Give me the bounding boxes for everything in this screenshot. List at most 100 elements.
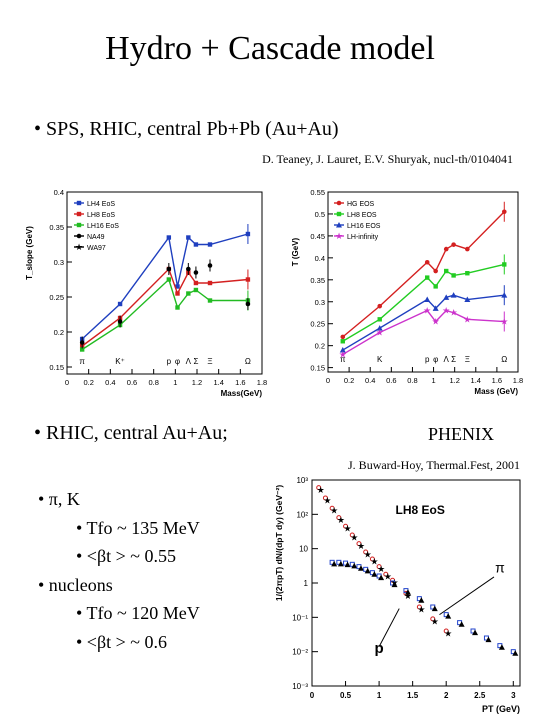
proton-data-point [351,562,358,569]
series-line [342,263,505,342]
series-point: ★ [376,327,384,337]
particle-label: K [377,355,383,364]
legend-marker [76,233,82,239]
data-point [245,301,251,307]
pion-data-point: ★ [404,591,412,601]
plot-title: LH8 EoS [395,503,444,517]
legend-marker [336,222,342,228]
legend-label: LH-infinity [347,234,379,241]
y-axis-label: T_slope (GeV) [25,226,34,280]
data-point [166,266,172,272]
data-point [193,270,199,275]
x-tick-label: 0 [326,376,330,385]
pion-model-point [369,556,375,562]
proton-data-point [391,581,398,588]
x-tick-label: 0.5 [340,691,352,700]
particle-label: Ξ [465,355,470,364]
x-tick-label: 1.2 [449,376,459,385]
reference-burward-hoy: J. Buward-Hoy, Thermal.Fest, 2001 [348,458,520,472]
list-item-nuc-tfo: • Tfo ~ 120 MeV [76,603,200,623]
series-point [465,271,470,276]
y-tick-label: 10⁻² [292,648,308,657]
x-tick-label: 1.2 [192,378,202,387]
plot-frame [66,191,263,375]
y-tick-label: 10⁻³ [292,682,308,691]
proton-data-point [337,560,344,567]
pion-data-point: ★ [417,604,425,614]
list-item-pi-k: • π, K [38,489,80,509]
x-tick-label: 1.8 [513,376,523,385]
series-point: ★ [442,306,450,316]
legend-label: NA49 [87,234,105,241]
particle-label: π [340,355,346,364]
y-tick-label: 0.25 [310,320,325,329]
particle-label: Σ [193,357,198,366]
proton-data-point [364,567,371,574]
series-point [340,339,345,344]
pion-model-point [390,577,396,583]
particle-label: Ω [245,357,251,366]
data-point [79,340,85,345]
y-tick-label: 0.55 [310,188,325,197]
pt-spectra-plot: 0 0.5 1 1.5 2 2.5 3 10⁻³ 10⁻² 10⁻¹ 1 10 10² 10³ PT (Ge… [274,476,521,714]
series-point [376,325,383,331]
temperature-vs-mass-plot: 0 0.2 0.4 0.6 0.8 1 1.2 1.4 1.6 1.8 0.15 0.2 0.25 0.3… [291,188,523,396]
pion-model-point [376,564,382,570]
series-point [175,291,180,296]
proton-arrow [378,608,400,647]
series-point [193,287,199,293]
pion-data-point: ★ [377,564,385,574]
pion-arrow [439,576,495,616]
reference-teaney: D. Teaney, J. Lauret, E.V. Shuryak, nucl… [262,152,513,166]
series-point [450,292,457,298]
y-tick-label: 10⁻¹ [292,613,308,622]
y-tick-label: 10 [299,545,308,554]
x-tick-label: 0.6 [386,376,396,385]
pion-data-point: ★ [384,572,392,582]
y-tick-label: 0.5 [315,210,325,219]
proton-data-point [498,644,505,650]
y-tick-label: 0.4 [54,188,64,197]
series-line [81,233,249,340]
series-point [377,303,383,309]
list-item-pik-beta: • <βt > ~ 0.55 [76,546,177,566]
legend-label: HG EOS [347,201,375,208]
legend-marker [336,200,342,206]
y-tick-label: 0.15 [310,364,325,373]
pion-data-point: ★ [330,506,338,516]
series-point: ★ [423,306,431,316]
pion-model-point [349,532,355,538]
x-tick-label: 0.2 [83,378,93,387]
y-tick-label: 1 [304,579,309,588]
particle-label: p [167,357,172,366]
particle-label: Ξ [207,357,212,366]
particle-label: K⁺ [115,357,125,366]
series-point [451,273,456,278]
legend-marker [76,211,82,217]
series-point [433,268,438,274]
list-item-nucleons: • nucleons [38,574,113,595]
bullet-rhic-auau: • RHIC, central Au+Au; [34,422,228,444]
x-tick-label: 3 [511,691,516,700]
series-point [207,280,213,286]
results-list: • π, K • Tfo ~ 135 MeV • <βt > ~ 0.55 • … [38,485,200,656]
series-point [193,242,199,247]
particle-label: Λ [444,355,450,364]
series-point [377,317,382,322]
series-point: ★ [463,314,471,324]
series-point [451,242,456,247]
pion-data-point: ★ [317,485,325,495]
x-tick-label: 0.6 [127,378,137,387]
pion-model-point [356,541,362,547]
pion-model-point [336,515,342,521]
y-tick-label: 0.3 [54,258,64,267]
pion-data-point: ★ [370,556,378,566]
pion-model-point [416,604,422,610]
y-tick-label: 0.2 [315,342,325,351]
pion-label: π [495,560,505,576]
series-point [425,275,430,280]
phenix-label: PHENIX [428,424,494,444]
legend-label: WA97 [87,245,106,252]
tslope-vs-mass-plot: 0 0.2 0.4 0.6 0.8 1 1.2 1.4 1.6 1.8 0.15 0.2 0.25 0.3… [25,188,267,398]
data-point [186,266,191,272]
